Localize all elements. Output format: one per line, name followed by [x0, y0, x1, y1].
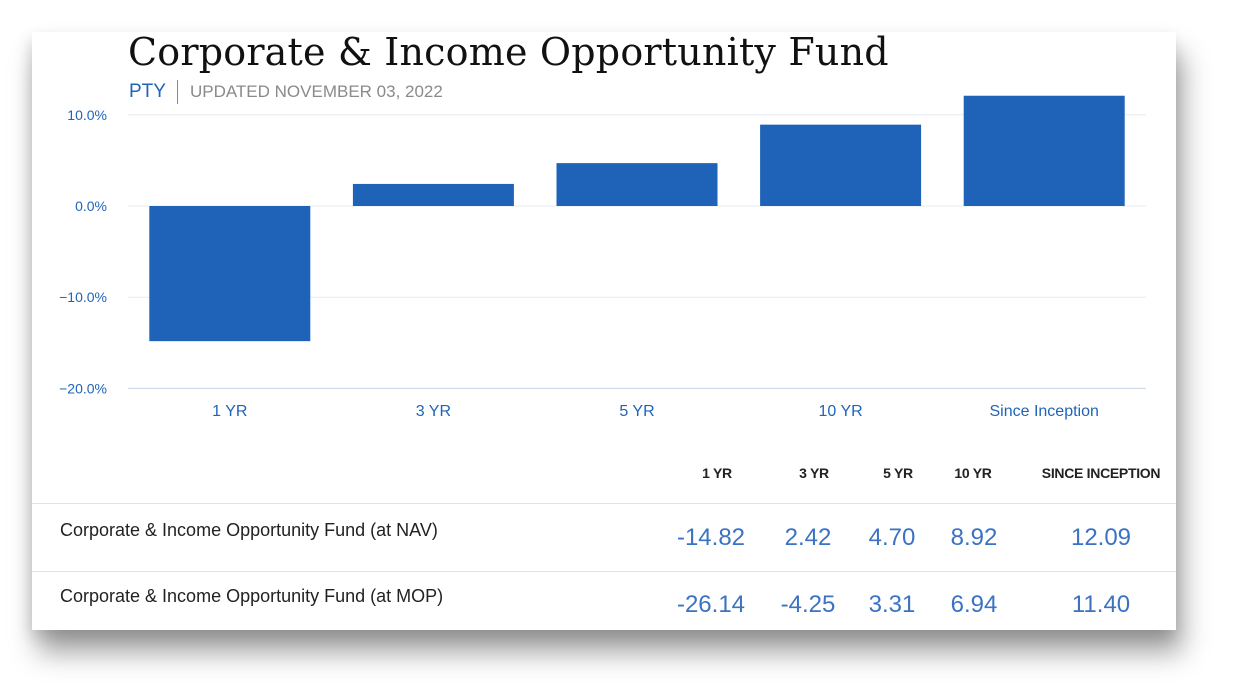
updated-date: UPDATED NOVEMBER 03, 2022 [189, 82, 443, 101]
table-cell: -14.82 [676, 524, 746, 551]
y-tick-label: 0.0% [75, 198, 107, 214]
table-cell: -4.25 [780, 591, 836, 618]
fund-title: Corporate & Income Opportunity Fund [128, 30, 889, 74]
bar [963, 95, 1125, 206]
table-divider [32, 503, 1176, 504]
fund-performance-card: Corporate & Income Opportunity Fund PTY … [32, 30, 1176, 630]
column-header: 5 YR [883, 465, 913, 481]
column-header: SINCE INCEPTION [1041, 465, 1161, 481]
table-cell: 6.94 [950, 591, 998, 618]
bar [352, 183, 514, 206]
x-tick-label: 5 YR [619, 403, 654, 420]
bar [556, 163, 718, 206]
table-divider [32, 571, 1176, 572]
y-tick-label: −20.0% [59, 380, 107, 396]
x-tick-label: 1 YR [212, 403, 247, 420]
bar [760, 124, 922, 206]
x-tick-label: Since Inception [989, 403, 1098, 420]
y-tick-label: −10.0% [59, 289, 107, 305]
performance-bar-chart: 10.0% 0.0% −10.0% −20.0% 1 YR 3 YR 5 YR 10 YR Si… [59, 95, 1146, 420]
row-label: Corporate & Income Opportunity Fund (at … [60, 586, 444, 606]
table-cell: 2.42 [784, 524, 832, 551]
column-header: 1 YR [702, 465, 732, 481]
column-header: 10 YR [954, 465, 992, 481]
subtitle-divider [176, 80, 178, 104]
x-tick-label: 10 YR [819, 403, 863, 420]
table-cell: 8.92 [950, 524, 998, 551]
fund-subtitle: PTY UPDATED NOVEMBER 03, 2022 [129, 80, 443, 104]
table-cell: -26.14 [676, 591, 746, 618]
fund-ticker: PTY [129, 81, 166, 102]
table-cell: 3.31 [868, 591, 916, 618]
y-tick-label: 10.0% [67, 107, 107, 123]
row-label: Corporate & Income Opportunity Fund (at … [60, 520, 438, 540]
column-header: 3 YR [799, 465, 829, 481]
table-cell: 4.70 [868, 524, 916, 551]
x-tick-label: 3 YR [416, 403, 451, 420]
bar [149, 206, 311, 342]
table-cell: 12.09 [1070, 524, 1132, 551]
table-cell: 11.40 [1071, 591, 1131, 618]
